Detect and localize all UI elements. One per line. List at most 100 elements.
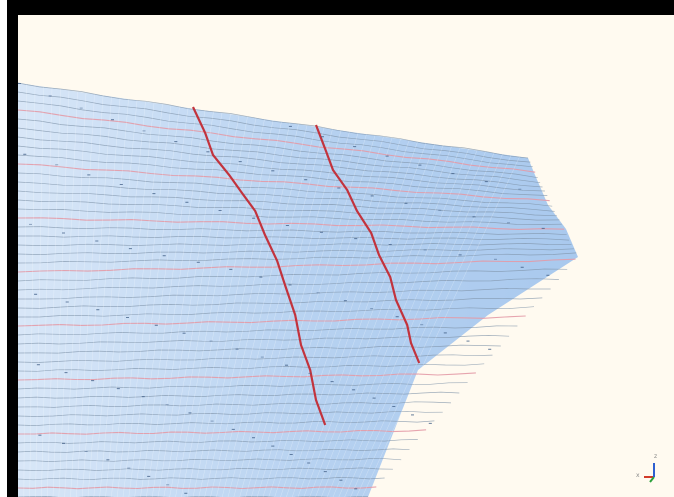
mesh-hatch [186, 119, 265, 497]
contour-line [18, 410, 443, 417]
mesh-fleck [29, 223, 32, 225]
mesh-hatch [93, 99, 129, 497]
mesh-hatch [105, 101, 146, 497]
mesh-fleck [87, 174, 91, 176]
mesh-fleck [337, 187, 341, 189]
mesh-fleck [65, 301, 69, 303]
contour-line [18, 288, 551, 300]
mesh-hatch [134, 107, 189, 497]
mesh-hatch [70, 94, 95, 497]
mesh-fleck [443, 332, 447, 334]
contour-line [18, 439, 418, 444]
mesh-fleck [252, 217, 256, 219]
contour-line [18, 268, 568, 282]
contour-line [18, 458, 402, 462]
mesh-hatch [76, 95, 104, 497]
mesh-hatch [227, 127, 325, 497]
mesh-fleck [174, 141, 178, 143]
contour-line [18, 172, 553, 207]
mesh-fleck [206, 151, 210, 153]
mesh-hatch [221, 126, 316, 497]
mesh-fleck [235, 348, 239, 350]
mesh-hatch [46, 89, 61, 497]
contour-line [18, 477, 385, 481]
contour-line [18, 145, 545, 192]
mesh-fleck [142, 130, 146, 132]
mesh-fleck [126, 317, 129, 318]
mesh-fleck [451, 173, 455, 175]
mesh-fleck [411, 414, 414, 416]
mesh-fleck [353, 146, 357, 148]
mesh-hatch [297, 142, 427, 497]
mesh-fleck [354, 488, 358, 490]
mesh-hatch [315, 146, 452, 497]
contour-line [18, 199, 560, 221]
mesh-fleck [370, 195, 374, 197]
mesh-hatch [344, 152, 495, 497]
mesh-fleck [285, 364, 288, 366]
mesh-fleck [260, 356, 264, 358]
mesh-fleck [36, 364, 40, 366]
contour-line [18, 190, 558, 217]
mesh-surface[interactable] [18, 15, 674, 497]
contour-line-highlight [18, 429, 427, 435]
mesh-fleck [152, 193, 156, 195]
contour-line-highlight [18, 163, 550, 202]
axis-triad-icon[interactable]: z x [636, 453, 666, 485]
mesh-hatch [146, 110, 206, 497]
mesh-fleck [64, 372, 68, 374]
mesh-hatch [81, 96, 112, 497]
contour-line [18, 118, 538, 179]
contour-line-highlight [18, 372, 476, 381]
contour-line [18, 306, 535, 318]
mesh-fleck [307, 462, 311, 464]
mesh-hatch [245, 131, 350, 497]
seam-curve-left [192, 106, 327, 426]
mesh-fleck [395, 316, 399, 318]
3d-viewport[interactable]: z x [18, 15, 674, 497]
mesh-hatch [326, 149, 469, 497]
contour-line [18, 100, 533, 168]
mesh-hatch [128, 106, 180, 497]
contour-line [18, 278, 559, 291]
mesh-fleck [259, 276, 263, 278]
mesh-fleck [185, 201, 189, 203]
mesh-fleck [316, 292, 320, 294]
mesh-fleck [79, 107, 83, 109]
mesh-fleck [388, 244, 392, 245]
mesh-fleck [420, 324, 424, 326]
mesh-fleck [238, 161, 242, 163]
mesh-hatch [99, 100, 138, 497]
contour-line-highlight [18, 315, 526, 327]
contour-line [18, 420, 435, 426]
mesh-fleck [423, 249, 427, 251]
mesh-fleck [520, 266, 524, 268]
contour-line [18, 136, 543, 188]
mesh-fleck [84, 451, 88, 452]
mesh-fleck [147, 475, 151, 477]
mesh-fleck [285, 225, 289, 226]
mesh-fleck [154, 324, 158, 326]
mesh-fleck [209, 340, 213, 342]
mesh-hatch [303, 144, 435, 497]
contour-line [18, 82, 529, 159]
mesh-fleck [165, 404, 169, 406]
mesh-hatch [35, 86, 44, 497]
mesh-hatch [111, 102, 155, 497]
mesh-shading [18, 83, 578, 497]
mesh-fleck [106, 459, 110, 461]
mesh-fleck [34, 293, 38, 295]
mesh-fleck [96, 309, 100, 311]
mesh-fleck [229, 268, 233, 270]
mesh-fleck [91, 380, 95, 382]
mesh-fleck [116, 388, 120, 390]
mesh-fleck [23, 153, 27, 155]
contour-line [18, 448, 410, 453]
contour-line [18, 401, 452, 408]
mesh-hatch [332, 150, 478, 497]
contour-line-highlight [18, 486, 377, 490]
mesh-fleck [507, 222, 510, 224]
mesh-fleck [162, 255, 166, 257]
mesh-fleck [184, 492, 188, 494]
mesh-fleck [308, 372, 312, 374]
